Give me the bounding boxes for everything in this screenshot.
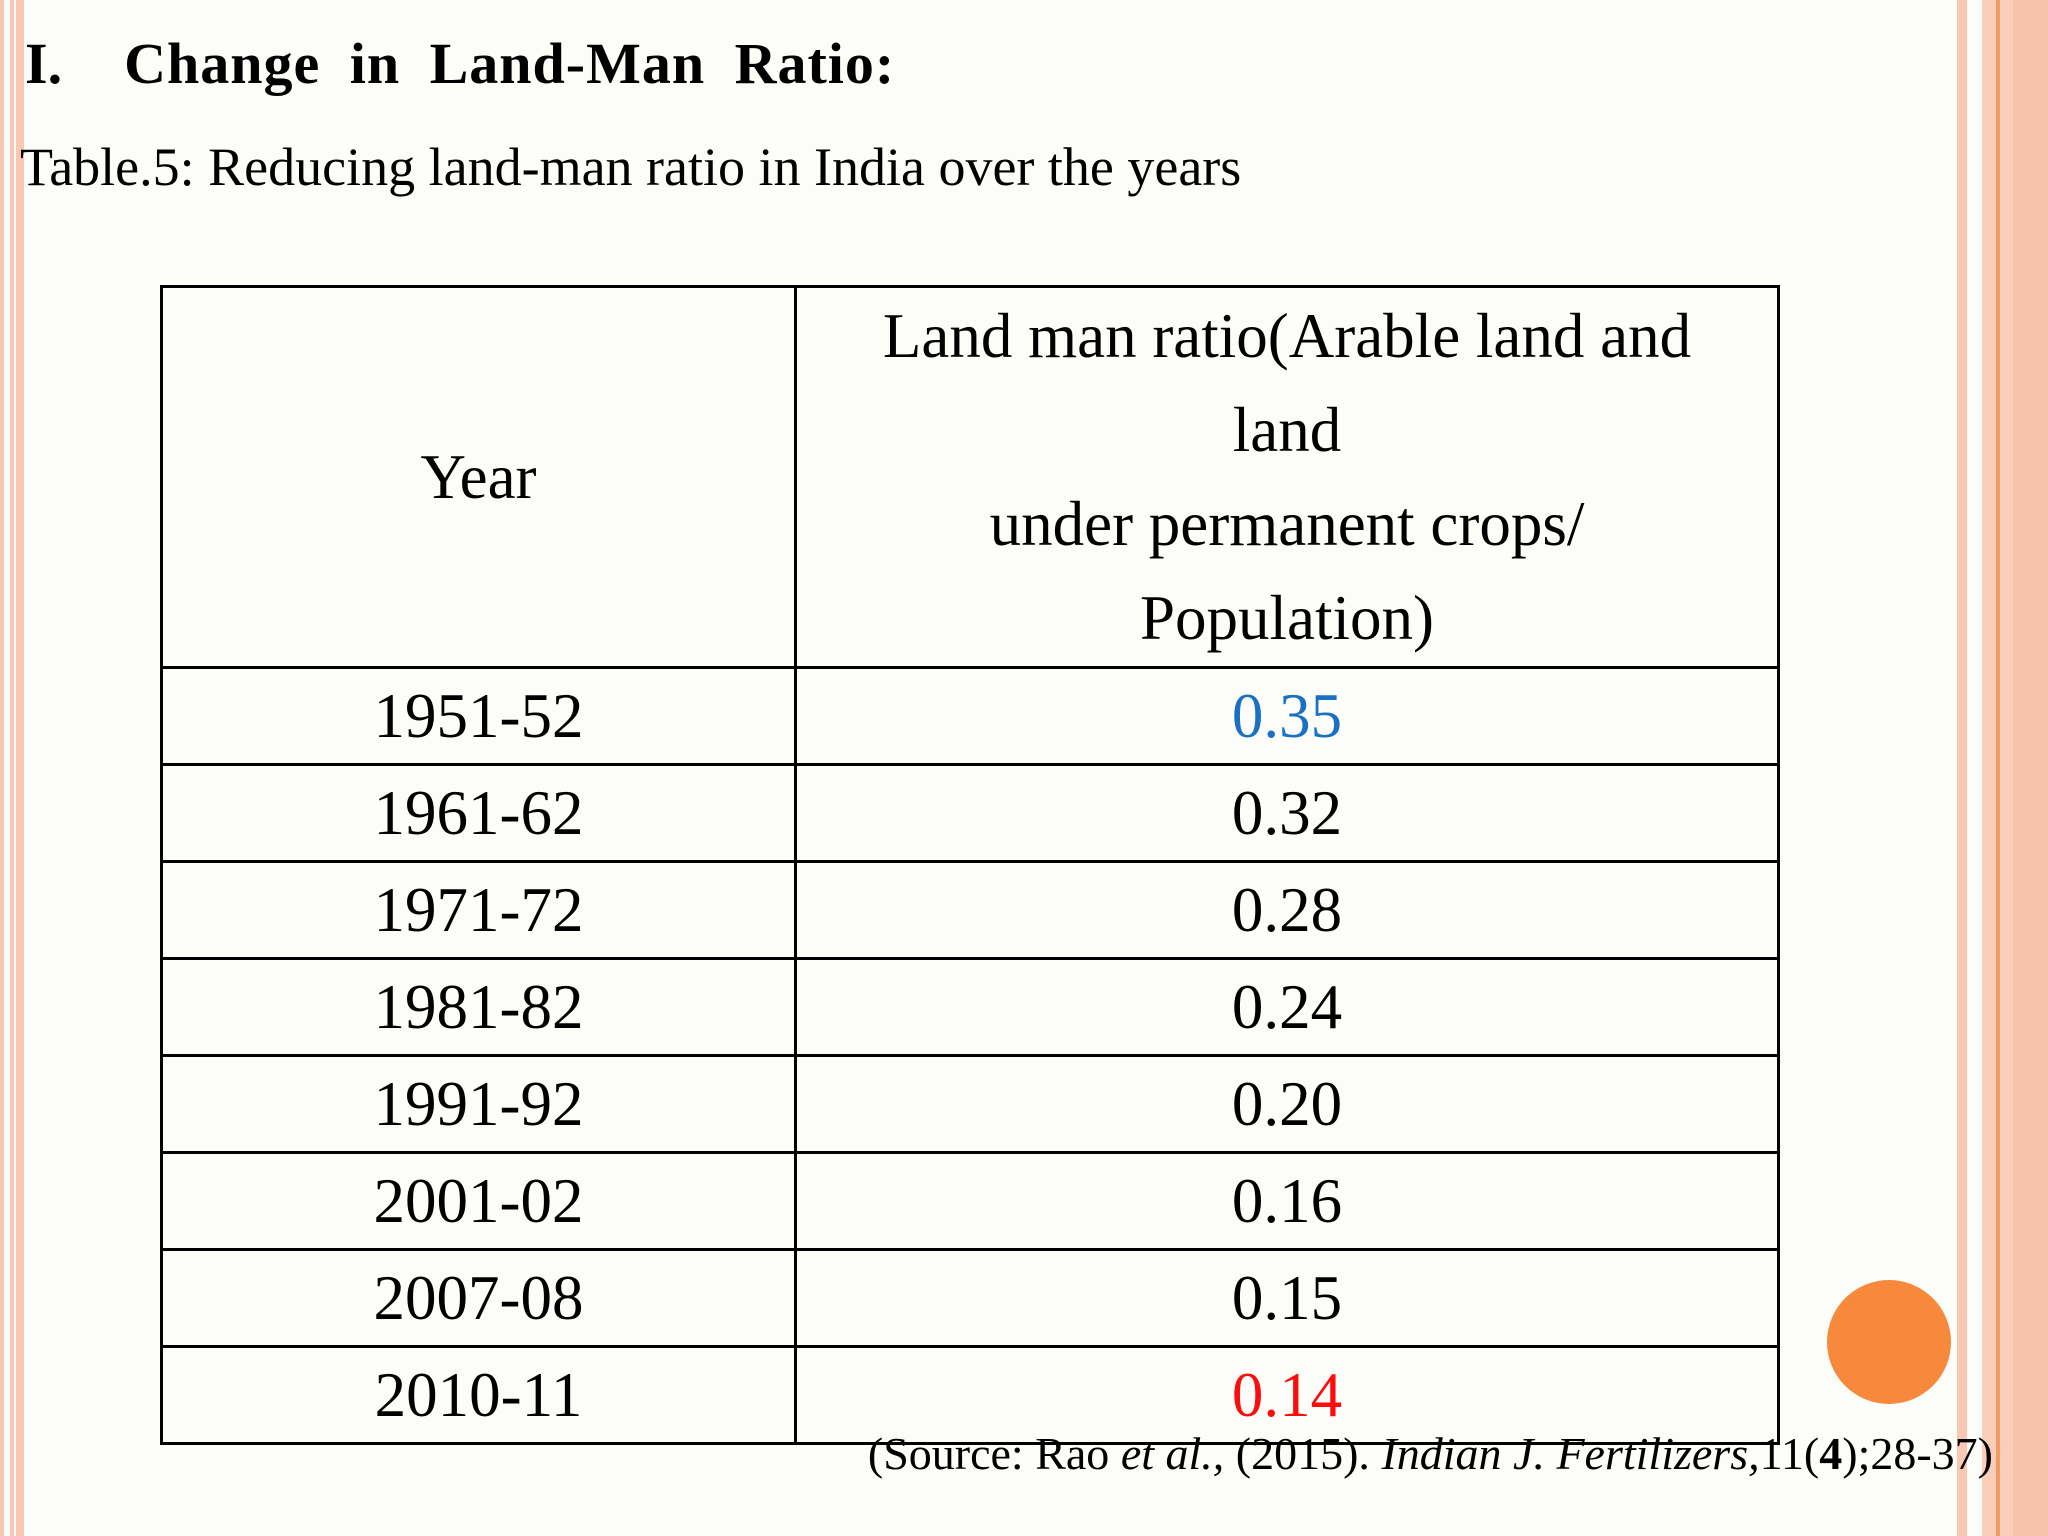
year-cell: 2010-11 (160, 1345, 797, 1445)
ratio-header-line-1: Land man ratio(Arable land and (882, 301, 1692, 371)
year-column-header: Year (160, 285, 797, 669)
land-man-ratio-table: Year Land man ratio(Arable land and land… (160, 285, 1780, 1445)
table-row: 1981-82 0.24 (160, 957, 1780, 1057)
year-cell: 2001-02 (160, 1151, 797, 1251)
ratio-value-cell: 0.35 (794, 666, 1780, 766)
left-edge-stripe-inner-thin (10, 0, 14, 1536)
title-text: Change in Land-Man Ratio: (124, 31, 896, 96)
table-header-row: Year Land man ratio(Arable land and land… (160, 285, 1780, 669)
year-cell: 1991-92 (160, 1054, 797, 1154)
table-row: 1991-92 0.20 (160, 1054, 1780, 1154)
table-row: 1961-62 0.32 (160, 763, 1780, 863)
right-edge-band-deep (2013, 0, 2048, 1536)
year-cell: 2007-08 (160, 1248, 797, 1348)
left-edge-stripe-outer (0, 0, 4, 1536)
ratio-header-line-4: Population) (1140, 583, 1434, 653)
ratio-header-line-2: land (1232, 395, 1342, 465)
table-row: 2007-08 0.15 (160, 1248, 1780, 1348)
ratio-value-cell: 0.28 (794, 860, 1780, 960)
ratio-value-cell: 0.32 (794, 763, 1780, 863)
table-row: 1971-72 0.28 (160, 860, 1780, 960)
table-row: 2001-02 0.16 (160, 1151, 1780, 1251)
year-cell: 1951-52 (160, 666, 797, 766)
ratio-value-cell: 0.24 (794, 957, 1780, 1057)
year-cell: 1981-82 (160, 957, 797, 1057)
ratio-header-line-3: under permanent crops/ (989, 489, 1585, 559)
right-edge-accent-line (1996, 0, 2000, 1536)
table-caption: Table.5: Reducing land-man ratio in Indi… (20, 137, 1242, 197)
ratio-value-cell: 0.16 (794, 1151, 1780, 1251)
source-citation: (Source: Rao et al., (2015). Indian J. F… (867, 1428, 1993, 1479)
year-cell: 1961-62 (160, 763, 797, 863)
left-edge-stripe-inner (16, 0, 24, 1536)
ratio-value-cell: 0.14 (794, 1345, 1780, 1445)
ratio-column-header: Land man ratio(Arable land and land unde… (794, 285, 1780, 669)
table-row: 2010-11 0.14 (160, 1345, 1780, 1445)
ratio-value-cell: 0.15 (794, 1248, 1780, 1348)
orange-circle-decoration (1827, 1280, 1951, 1404)
ratio-value-cell: 0.20 (794, 1054, 1780, 1154)
title-number: I. (25, 31, 63, 96)
slide-title: I. Change in Land-Man Ratio: (25, 34, 895, 94)
table-body: 1951-52 0.35 1961-62 0.32 1971-72 0.28 1… (160, 666, 1780, 1445)
year-cell: 1971-72 (160, 860, 797, 960)
table-row: 1951-52 0.35 (160, 666, 1780, 766)
right-edge-stripe-thin (1957, 0, 1967, 1536)
